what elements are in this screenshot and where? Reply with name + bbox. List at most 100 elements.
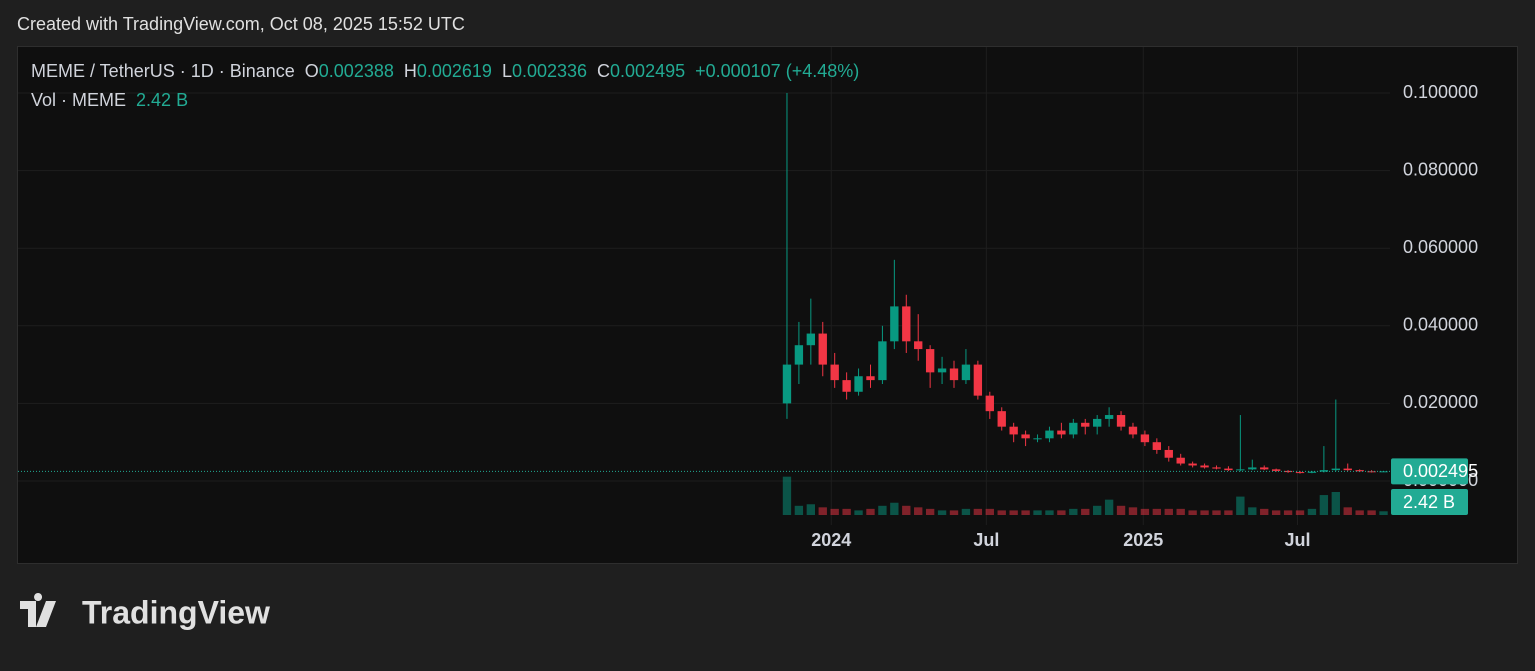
candle-body — [937, 368, 947, 373]
candle-body — [1283, 470, 1293, 473]
open: 0.002388 — [319, 61, 394, 81]
open-label: O — [305, 61, 319, 81]
volume-bar — [914, 507, 923, 515]
volume-bar — [818, 507, 827, 515]
candle-body — [1295, 472, 1305, 474]
ohlc-legend: MEME / TetherUS · 1D · Binance O0.002388 H… — [31, 61, 859, 81]
logo-text: TradingView — [82, 594, 270, 630]
y-tick-label: 0.040000 — [1403, 315, 1478, 335]
volume-bar — [1283, 510, 1293, 515]
volume-bar — [1379, 511, 1388, 515]
volume-bar — [1260, 508, 1269, 515]
candle-body — [961, 364, 971, 381]
candle-body — [1140, 434, 1150, 443]
volume-bar — [1271, 510, 1281, 515]
last-volume-label: 2.42 B — [1403, 492, 1455, 512]
volume-bar — [937, 510, 947, 515]
candle-body — [1200, 465, 1209, 468]
volume-bar — [1212, 510, 1221, 515]
candle-body — [1343, 468, 1352, 471]
candle-body — [1021, 434, 1030, 439]
volume-bar — [830, 508, 839, 515]
candle-body — [794, 345, 804, 365]
candle-body — [949, 368, 959, 381]
candle-body — [997, 411, 1006, 427]
candle-body — [973, 364, 983, 396]
last-price-box — [1391, 458, 1468, 485]
candle-body — [1176, 457, 1185, 464]
volume-bar — [1355, 510, 1364, 515]
y-tick-label: 0.020000 — [1403, 392, 1478, 412]
volume-legend: Vol · MEME 2.42 B — [31, 90, 188, 110]
candle-body — [1033, 438, 1042, 440]
volume-bar — [1164, 508, 1173, 515]
volume-value: 2.42 B — [136, 90, 188, 110]
volume-bar — [1009, 510, 1018, 515]
volume-bar — [866, 508, 875, 515]
volume-name: Vol · MEME — [31, 90, 126, 110]
candle-body — [878, 341, 887, 381]
volume-bar — [985, 508, 994, 515]
candle-body — [1009, 426, 1018, 435]
candle-body — [1045, 430, 1054, 439]
candle-body — [830, 364, 839, 381]
candle-body — [1164, 449, 1173, 458]
candle-body — [806, 333, 816, 346]
candle-body — [1236, 469, 1245, 471]
volume-bar — [1367, 510, 1376, 515]
volume-bar — [1319, 495, 1329, 515]
candle-body — [1355, 470, 1364, 472]
candle-body — [1104, 415, 1114, 419]
last-volume-box — [1391, 489, 1468, 515]
volume-bar — [878, 505, 887, 515]
volume-bar — [1081, 508, 1090, 515]
volume-bar — [842, 508, 851, 515]
symbol: MEME / TetherUS · 1D · Binance — [31, 61, 295, 81]
volume-bar — [902, 505, 911, 515]
candle-body — [1260, 467, 1269, 470]
volume-bar — [1152, 508, 1162, 515]
volume-bar — [1343, 507, 1352, 515]
volume-bar — [1176, 508, 1185, 515]
candle-body — [818, 333, 827, 365]
high-label: H — [404, 61, 417, 81]
candle-body — [914, 341, 923, 350]
close: 0.002495 — [610, 61, 685, 81]
candle-body — [985, 395, 994, 412]
grid: 0.0000000.0200000.0400000.0600000.080000… — [18, 47, 1478, 550]
y-tick-label: 0.100000 — [1403, 82, 1478, 102]
candle-body — [1188, 463, 1197, 466]
high: 0.002619 — [417, 61, 492, 81]
logo-icon — [20, 593, 56, 627]
volume-bar — [1200, 510, 1209, 515]
candle-body — [1224, 468, 1233, 471]
volume-bar — [1045, 510, 1054, 515]
candle-body — [1081, 422, 1090, 427]
candle-body — [842, 380, 851, 392]
volume-bar — [1104, 499, 1114, 515]
volume-bar — [1140, 508, 1150, 515]
volume-bar — [1021, 510, 1030, 515]
volume-bar — [1236, 496, 1245, 515]
marks: 0.002495 2.42 B — [18, 93, 1478, 515]
volume-bar — [1057, 510, 1066, 515]
candle-body — [1331, 468, 1340, 471]
x-tick-label: Jul — [973, 530, 999, 550]
candle-body — [890, 306, 899, 342]
volume-bar — [854, 510, 863, 515]
chart-panel — [17, 46, 1518, 564]
y-tick-label: 0.080000 — [1403, 159, 1478, 179]
volume-bar — [1188, 510, 1197, 515]
low: 0.002336 — [512, 61, 587, 81]
candle-body — [1307, 471, 1317, 473]
candle-body — [1212, 467, 1221, 469]
candle-body — [1271, 469, 1281, 471]
volume-bar — [1093, 505, 1102, 515]
candle-body — [782, 364, 792, 404]
volume-bar — [1224, 510, 1233, 515]
volume-bar — [1033, 510, 1042, 515]
candle-body — [1093, 418, 1102, 427]
volume-bar — [997, 510, 1006, 515]
volume-bar — [1331, 492, 1340, 515]
